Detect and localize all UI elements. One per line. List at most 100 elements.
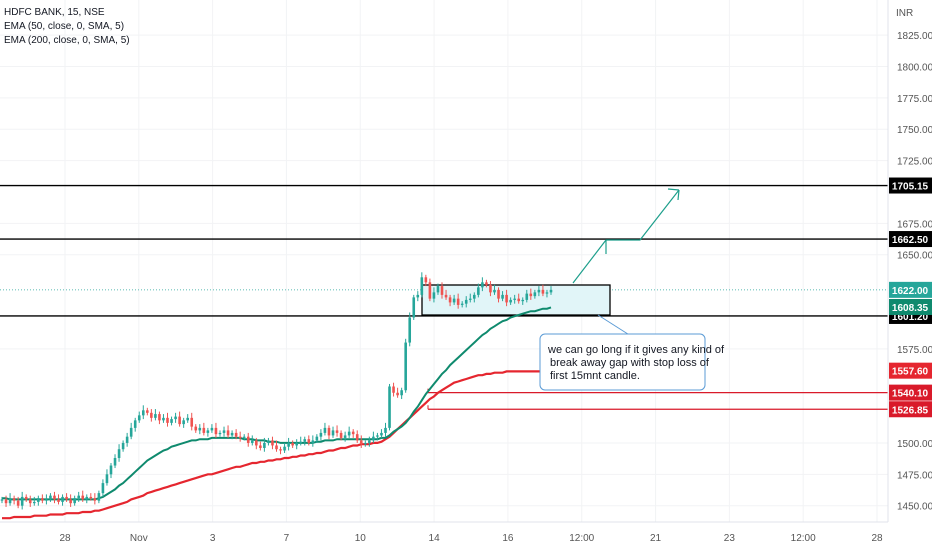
candle-body: [226, 430, 230, 436]
candle-body: [287, 442, 290, 447]
price-badge-bg: [889, 362, 932, 379]
candle-body: [355, 434, 359, 441]
candle-body: [37, 498, 40, 502]
candle-body: [162, 417, 165, 421]
ema50-legend[interactable]: EMA (50, close, 0, SMA, 5): [4, 21, 125, 32]
projection-arrow[interactable]: [572, 188, 680, 284]
candle-body: [246, 436, 250, 443]
candle-body: [529, 293, 533, 297]
candle-body: [364, 442, 367, 445]
note-line-1: we can go long if it gives any kind of: [547, 344, 725, 356]
candle-body: [105, 474, 109, 484]
candle-body: [101, 483, 105, 494]
note-box[interactable]: [539, 333, 706, 391]
candle-body: [400, 390, 403, 396]
candle-body: [489, 284, 492, 293]
candle-body: [4, 499, 8, 504]
candle-body: [376, 435, 379, 437]
time-axis[interactable]: 28 Nov 3 7 10 14 16 12:00 21 23 12:00 28: [0, 521, 888, 544]
candle-body: [545, 292, 549, 294]
candle-body: [263, 442, 266, 448]
symbol-title[interactable]: HDFC BANK, 15, NSE: [4, 7, 105, 18]
candle-body: [339, 432, 343, 438]
candle-body: [16, 500, 20, 506]
candle-body: [150, 412, 153, 418]
price-axis[interactable]: INR 1825.00 1800.00 1775.00 1750.00 1725.00 16…: [887, 0, 932, 522]
arrow-head-left: [667, 188, 680, 191]
candle-body: [28, 499, 32, 504]
price-tick-label: 1750.00: [897, 125, 932, 136]
time-tick-label: 12:00: [569, 533, 594, 544]
candle-body: [493, 289, 496, 293]
time-tick-label: 23: [724, 533, 736, 544]
price-tick-label: 1725.00: [897, 157, 932, 168]
candle-body: [174, 416, 177, 420]
candle-body: [166, 417, 169, 423]
candle-body: [255, 440, 258, 446]
candle-body: [392, 386, 395, 393]
candle-body: [53, 495, 56, 500]
time-tick-label: 28: [871, 533, 883, 544]
candle-body: [190, 417, 194, 427]
candle-body: [73, 498, 76, 504]
candle-body: [343, 435, 347, 438]
price-badge-bg: [889, 298, 932, 315]
candle-body: [97, 493, 101, 501]
time-tick-label: 16: [502, 533, 514, 544]
callout-pointer: [597, 314, 632, 337]
candle-body: [186, 417, 189, 421]
candle-body: [137, 415, 141, 421]
price-tick-label: 1800.00: [897, 63, 932, 74]
candle-body: [436, 286, 440, 293]
candle-body: [222, 430, 226, 433]
time-tick-label: 12:00: [791, 533, 816, 544]
price-tick-label: 1450.00: [897, 502, 932, 513]
candle-body: [81, 495, 85, 500]
price-tick-label: 1650.00: [897, 251, 932, 262]
candle-body: [238, 436, 242, 438]
price-badge: 1608.35: [892, 303, 929, 314]
candle-body: [416, 294, 420, 298]
candle-body: [206, 430, 210, 433]
candle-body: [315, 436, 319, 441]
note-callout[interactable]: we can go long if it gives any kind of b…: [539, 314, 725, 391]
candle-body: [146, 410, 149, 413]
candle-body: [283, 446, 286, 451]
candle-body: [384, 427, 387, 433]
legend: HDFC BANK, 15, NSE EMA (50, close, 0, SM…: [4, 6, 130, 48]
candle-body: [20, 496, 24, 506]
price-tick-label: 1675.00: [897, 219, 932, 230]
candle-body: [49, 495, 52, 500]
candle-body: [359, 440, 363, 445]
candle-body: [198, 427, 202, 431]
time-tick-label: 28: [59, 533, 71, 544]
candle-body: [271, 440, 274, 446]
candle-body: [372, 436, 375, 441]
candle-body: [323, 427, 327, 433]
time-tick-label: 7: [284, 533, 290, 544]
candle-body: [481, 282, 484, 288]
candle-body: [291, 442, 294, 446]
candle-body: [460, 303, 464, 305]
candle-body: [32, 501, 36, 504]
candle-body: [448, 297, 452, 303]
price-tick-label: 1775.00: [897, 94, 932, 105]
candle-body: [351, 431, 355, 435]
arrow-path[interactable]: [572, 189, 680, 284]
price-badge: 1557.60: [892, 367, 929, 378]
candle-body: [89, 496, 93, 499]
candle-body: [327, 427, 331, 436]
ema200-line: [2, 369, 552, 520]
ema50-line: [2, 306, 552, 501]
candle-body: [170, 419, 173, 423]
candle-body: [65, 496, 68, 500]
candle-body: [380, 432, 383, 436]
candle-body: [24, 496, 28, 500]
candle-body: [424, 277, 428, 283]
candle-body: [77, 495, 80, 499]
candle-body: [299, 441, 303, 443]
candle-body: [133, 420, 137, 428]
ema200-legend[interactable]: EMA (200, close, 0, SMA, 5): [4, 35, 130, 46]
